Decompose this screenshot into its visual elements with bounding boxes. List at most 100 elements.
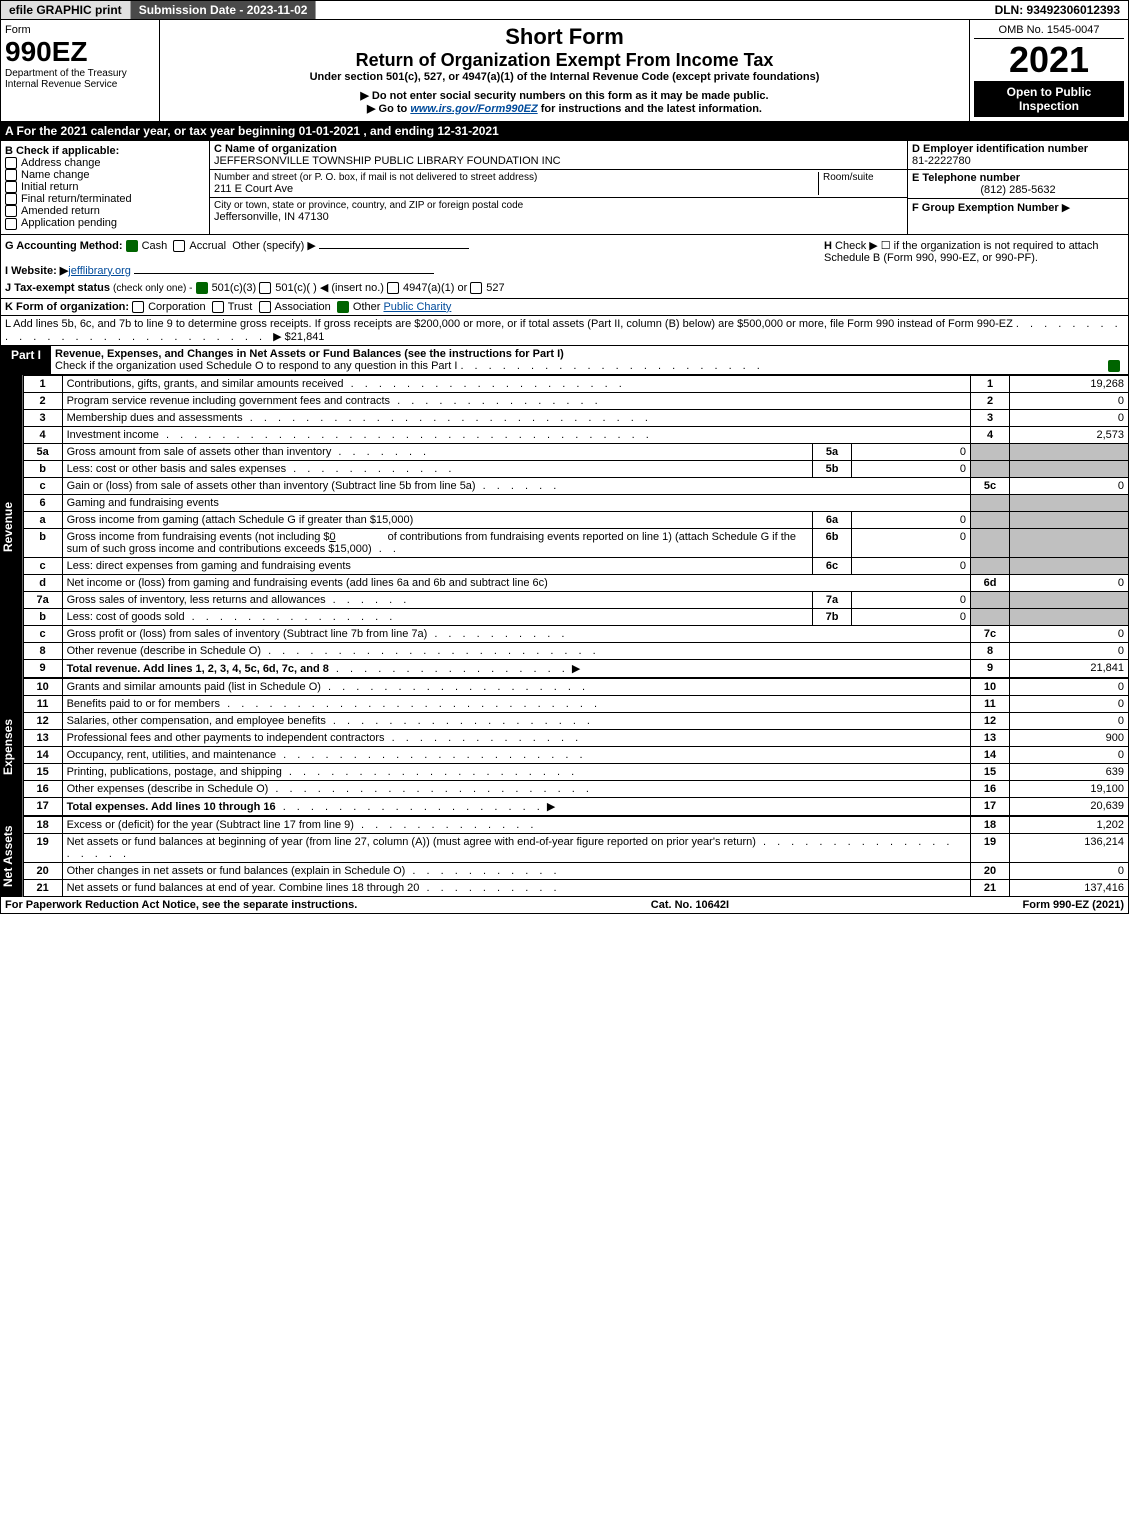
- irs-link[interactable]: www.irs.gov/Form990EZ: [410, 103, 537, 115]
- website-link[interactable]: jefflibrary.org: [68, 265, 131, 277]
- chk-application-pending[interactable]: Application pending: [5, 217, 205, 229]
- table-row: 8Other revenue (describe in Schedule O) …: [23, 642, 1128, 659]
- chk-association[interactable]: [259, 301, 271, 313]
- table-row: cGross profit or (loss) from sales of in…: [23, 625, 1128, 642]
- table-row: 6Gaming and fundraising events: [23, 494, 1128, 511]
- city-state-zip: Jeffersonville, IN 47130: [214, 211, 903, 223]
- netassets-table: 18Excess or (deficit) for the year (Subt…: [23, 816, 1129, 897]
- table-row: aGross income from gaming (attach Schedu…: [23, 511, 1128, 528]
- revenue-table: 1Contributions, gifts, grants, and simil…: [23, 375, 1129, 678]
- form-number: 990EZ: [5, 36, 155, 68]
- table-row: 15Printing, publications, postage, and s…: [23, 763, 1128, 780]
- table-row: bLess: cost or other basis and sales exp…: [23, 460, 1128, 477]
- chk-other-org[interactable]: [337, 301, 349, 313]
- goto-prefix: ▶ Go to: [367, 103, 410, 115]
- table-row: 5aGross amount from sale of assets other…: [23, 443, 1128, 460]
- d-label: D Employer identification number: [912, 143, 1124, 155]
- street-address: 211 E Court Ave: [214, 183, 818, 195]
- expenses-side-label: Expenses: [1, 678, 23, 816]
- chk-amended-return[interactable]: Amended return: [5, 205, 205, 217]
- table-row: 11Benefits paid to or for members . . . …: [23, 695, 1128, 712]
- form-footer-id: Form 990-EZ (2021): [1023, 899, 1124, 911]
- dln-label: DLN: 93492306012393: [987, 1, 1128, 19]
- form-subtitle: Return of Organization Exempt From Incom…: [164, 50, 965, 71]
- f-label: F Group Exemption Number: [912, 202, 1059, 214]
- department-label: Department of the Treasury Internal Reve…: [5, 68, 155, 90]
- k-row: K Form of organization: Corporation Trus…: [0, 299, 1129, 316]
- table-row: 7aGross sales of inventory, less returns…: [23, 591, 1128, 608]
- form-word: Form: [5, 24, 155, 36]
- room-suite-label: Room/suite: [818, 172, 903, 195]
- chk-4947[interactable]: [387, 282, 399, 294]
- part1-label: Part I: [1, 346, 51, 374]
- telephone-value: (812) 285-5632: [912, 184, 1124, 196]
- chk-trust[interactable]: [212, 301, 224, 313]
- part1-title: Revenue, Expenses, and Changes in Net As…: [55, 348, 564, 360]
- table-row: cLess: direct expenses from gaming and f…: [23, 557, 1128, 574]
- table-row: bGross income from fundraising events (n…: [23, 528, 1128, 557]
- under-section-note: Under section 501(c), 527, or 4947(a)(1)…: [164, 71, 965, 83]
- row-a-calendar-year: A For the 2021 calendar year, or tax yea…: [0, 122, 1129, 141]
- chk-address-change[interactable]: Address change: [5, 157, 205, 169]
- other-org-link[interactable]: Public Charity: [383, 301, 451, 313]
- table-row: 10Grants and similar amounts paid (list …: [23, 678, 1128, 695]
- revenue-side-label: Revenue: [1, 375, 23, 678]
- e-label: E Telephone number: [912, 172, 1124, 184]
- table-row: 9Total revenue. Add lines 1, 2, 3, 4, 5c…: [23, 659, 1128, 677]
- chk-name-change[interactable]: Name change: [5, 169, 205, 181]
- netassets-side-label: Net Assets: [1, 816, 23, 897]
- chk-527[interactable]: [470, 282, 482, 294]
- chk-corporation[interactable]: [132, 301, 144, 313]
- expenses-table: 10Grants and similar amounts paid (list …: [23, 678, 1129, 816]
- table-row: 13Professional fees and other payments t…: [23, 729, 1128, 746]
- table-row: 1Contributions, gifts, grants, and simil…: [23, 375, 1128, 392]
- footer-row: For Paperwork Reduction Act Notice, see …: [0, 897, 1129, 914]
- form-header: Form 990EZ Department of the Treasury In…: [0, 20, 1129, 122]
- chk-cash[interactable]: [126, 240, 138, 252]
- chk-schedule-o[interactable]: [1108, 360, 1120, 372]
- table-row: cGain or (loss) from sale of assets othe…: [23, 477, 1128, 494]
- table-row: dNet income or (loss) from gaming and fu…: [23, 574, 1128, 591]
- efile-print-button[interactable]: efile GRAPHIC print: [1, 1, 131, 19]
- table-row: 17Total expenses. Add lines 10 through 1…: [23, 797, 1128, 815]
- chk-accrual[interactable]: [173, 240, 185, 252]
- no-ssn-note: ▶ Do not enter social security numbers o…: [164, 89, 965, 102]
- l-row: L Add lines 5b, 6c, and 7b to line 9 to …: [0, 316, 1129, 346]
- omb-number: OMB No. 1545-0047: [974, 24, 1124, 39]
- table-row: 2Program service revenue including gover…: [23, 392, 1128, 409]
- table-row: 18Excess or (deficit) for the year (Subt…: [23, 816, 1128, 833]
- submission-date-button[interactable]: Submission Date - 2023-11-02: [131, 1, 317, 19]
- goto-suffix: for instructions and the latest informat…: [538, 103, 762, 115]
- g-accounting-method: G Accounting Method: Cash Accrual Other …: [5, 239, 824, 252]
- chk-final-return[interactable]: Final return/terminated: [5, 193, 205, 205]
- form-title: Short Form: [164, 24, 965, 50]
- f-arrow-icon: ▶: [1062, 202, 1070, 214]
- j-tax-exempt-row: J Tax-exempt status (check only one) - 5…: [5, 281, 824, 294]
- city-label: City or town, state or province, country…: [214, 200, 903, 211]
- gh-row: G Accounting Method: Cash Accrual Other …: [0, 235, 1129, 299]
- c-label: C Name of organization: [214, 143, 903, 155]
- catalog-number: Cat. No. 10642I: [651, 899, 729, 911]
- chk-initial-return[interactable]: Initial return: [5, 181, 205, 193]
- ein-value: 81-2222780: [912, 155, 1124, 167]
- tax-year: 2021: [974, 39, 1124, 81]
- chk-501c[interactable]: [259, 282, 271, 294]
- h-schedule-b-note: H Check ▶ ☐ if the organization is not r…: [824, 239, 1124, 294]
- table-row: 20Other changes in net assets or fund ba…: [23, 862, 1128, 879]
- table-row: 12Salaries, other compensation, and empl…: [23, 712, 1128, 729]
- table-row: 14Occupancy, rent, utilities, and mainte…: [23, 746, 1128, 763]
- table-row: 21Net assets or fund balances at end of …: [23, 879, 1128, 896]
- paperwork-notice: For Paperwork Reduction Act Notice, see …: [5, 899, 357, 911]
- table-row: 16Other expenses (describe in Schedule O…: [23, 780, 1128, 797]
- section-b-block: B Check if applicable: Address change Na…: [0, 141, 1129, 235]
- section-b-header: B Check if applicable:: [5, 145, 205, 157]
- i-website-row: I Website: ▶jefflibrary.org: [5, 264, 824, 277]
- goto-note: ▶ Go to www.irs.gov/Form990EZ for instru…: [164, 102, 965, 115]
- table-row: 4Investment income . . . . . . . . . . .…: [23, 426, 1128, 443]
- open-public-badge: Open to Public Inspection: [974, 81, 1124, 117]
- table-row: 19Net assets or fund balances at beginni…: [23, 833, 1128, 862]
- chk-501c3[interactable]: [196, 282, 208, 294]
- table-row: bLess: cost of goods sold . . . . . . . …: [23, 608, 1128, 625]
- part1-header-row: Part I Revenue, Expenses, and Changes in…: [0, 346, 1129, 375]
- addr-label: Number and street (or P. O. box, if mail…: [214, 172, 818, 183]
